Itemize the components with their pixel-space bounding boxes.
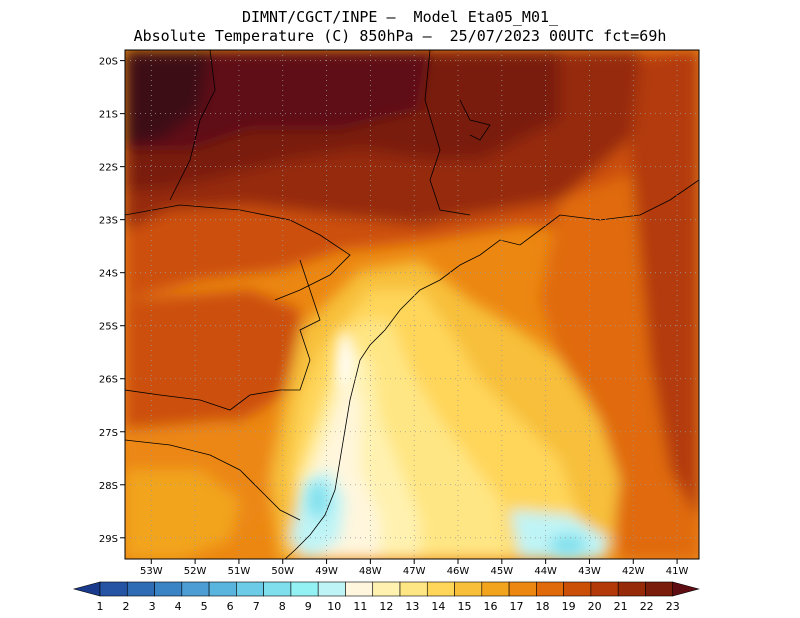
plot-frame: [124, 49, 700, 560]
lon-tick-label: 46W: [447, 566, 470, 577]
colorbar-segment: [263, 581, 292, 597]
colorbar-segment: [563, 581, 592, 597]
colorbar: 1 2 3 4 5 6 7 8 9 10 11 12 13 14 15 16 17 18 19 20 21 22 23: [72, 581, 700, 613]
gridlines: [125, 50, 699, 559]
chart-title-line1: DIMNT/CGCT/INPE – Model Eta05_M01_: [241, 8, 559, 26]
lon-tick-label: 49W: [315, 566, 338, 577]
latitude-ticks: 20S 21S 22S 23S 24S 25S 26S 27S 28S 29S: [99, 57, 125, 545]
longitude-ticks: 53W 52W 51W 50W 49W 48W 47W 46W 45W 44W 43W 42W 41W: [140, 559, 689, 577]
colorbar-segment: [590, 581, 619, 597]
colorbar-label: 17: [510, 600, 524, 613]
colorbar-segment: [481, 581, 510, 597]
colorbar-segment: [99, 581, 128, 597]
colorbar-segment: [236, 581, 264, 597]
colorbar-label: 18: [536, 600, 550, 613]
colorbar-segment: [508, 581, 537, 597]
colorbar-label: 1: [97, 600, 104, 613]
colorbar-arrow-high: [672, 581, 700, 597]
colorbar-label: 23: [666, 600, 680, 613]
colorbar-label: 6: [227, 600, 234, 613]
colorbar-label: 16: [483, 600, 497, 613]
colorbar-segment: [617, 581, 646, 597]
colorbar-segment: [208, 581, 237, 597]
colorbar-segment: [536, 581, 564, 597]
lat-tick-label: 25S: [99, 322, 118, 333]
colorbar-segment: [399, 581, 428, 597]
lon-tick-label: 50W: [271, 566, 294, 577]
lat-tick-label: 24S: [99, 269, 118, 280]
colorbar-label: 9: [305, 600, 312, 613]
temperature-field: [125, 50, 699, 559]
lon-tick-label: 42W: [622, 566, 645, 577]
lat-tick-label: 20S: [99, 57, 118, 68]
colorbar-label: 3: [149, 600, 156, 613]
colorbar-label: 7: [253, 600, 260, 613]
colorbar-label: 10: [327, 600, 341, 613]
lon-tick-label: 47W: [403, 566, 426, 577]
lat-tick-label: 26S: [99, 375, 118, 386]
lon-tick-label: 43W: [578, 566, 601, 577]
colorbar-label: 5: [201, 600, 208, 613]
colorbar-segment: [345, 581, 374, 597]
lon-tick-label: 48W: [359, 566, 382, 577]
lon-tick-label: 41W: [666, 566, 689, 577]
lat-tick-label: 23S: [99, 216, 118, 227]
lat-tick-label: 28S: [99, 481, 118, 492]
colorbar-segment: [372, 581, 401, 597]
lat-tick-label: 27S: [99, 428, 118, 439]
colorbar-label: 15: [457, 600, 471, 613]
colorbar-label: 12: [379, 600, 393, 613]
colorbar-segment: [126, 581, 155, 597]
colorbar-label: 4: [175, 600, 182, 613]
colorbar-label: 13: [405, 600, 419, 613]
colorbar-segment: [454, 581, 483, 597]
lon-tick-label: 53W: [140, 566, 163, 577]
lat-tick-label: 21S: [99, 110, 118, 121]
colorbar-label: 8: [279, 600, 286, 613]
coastline-borders: [125, 50, 699, 559]
colorbar-label: 21: [614, 600, 628, 613]
colorbar-label: 14: [431, 600, 445, 613]
lat-tick-label: 22S: [99, 163, 118, 174]
colorbar-label: 11: [353, 600, 367, 613]
colorbar-segment: [426, 581, 455, 597]
colorbar-label: 19: [562, 600, 576, 613]
colorbar-segment: [181, 581, 210, 597]
colorbar-arrow-low: [72, 581, 101, 597]
lat-tick-label: 29S: [99, 534, 118, 545]
lon-tick-label: 51W: [228, 566, 251, 577]
colorbar-label: 20: [588, 600, 602, 613]
colorbar-segment: [290, 581, 319, 597]
chart-title-line2: Absolute Temperature (C) 850hPa – 25/07/…: [133, 27, 667, 45]
colorbar-segment: [645, 581, 674, 597]
colorbar-label: 22: [640, 600, 654, 613]
lon-tick-label: 45W: [491, 566, 514, 577]
lon-tick-label: 52W: [184, 566, 207, 577]
colorbar-label: 2: [123, 600, 130, 613]
lon-tick-label: 44W: [534, 566, 557, 577]
colorbar-segment: [154, 581, 183, 597]
colorbar-segment: [317, 581, 346, 597]
